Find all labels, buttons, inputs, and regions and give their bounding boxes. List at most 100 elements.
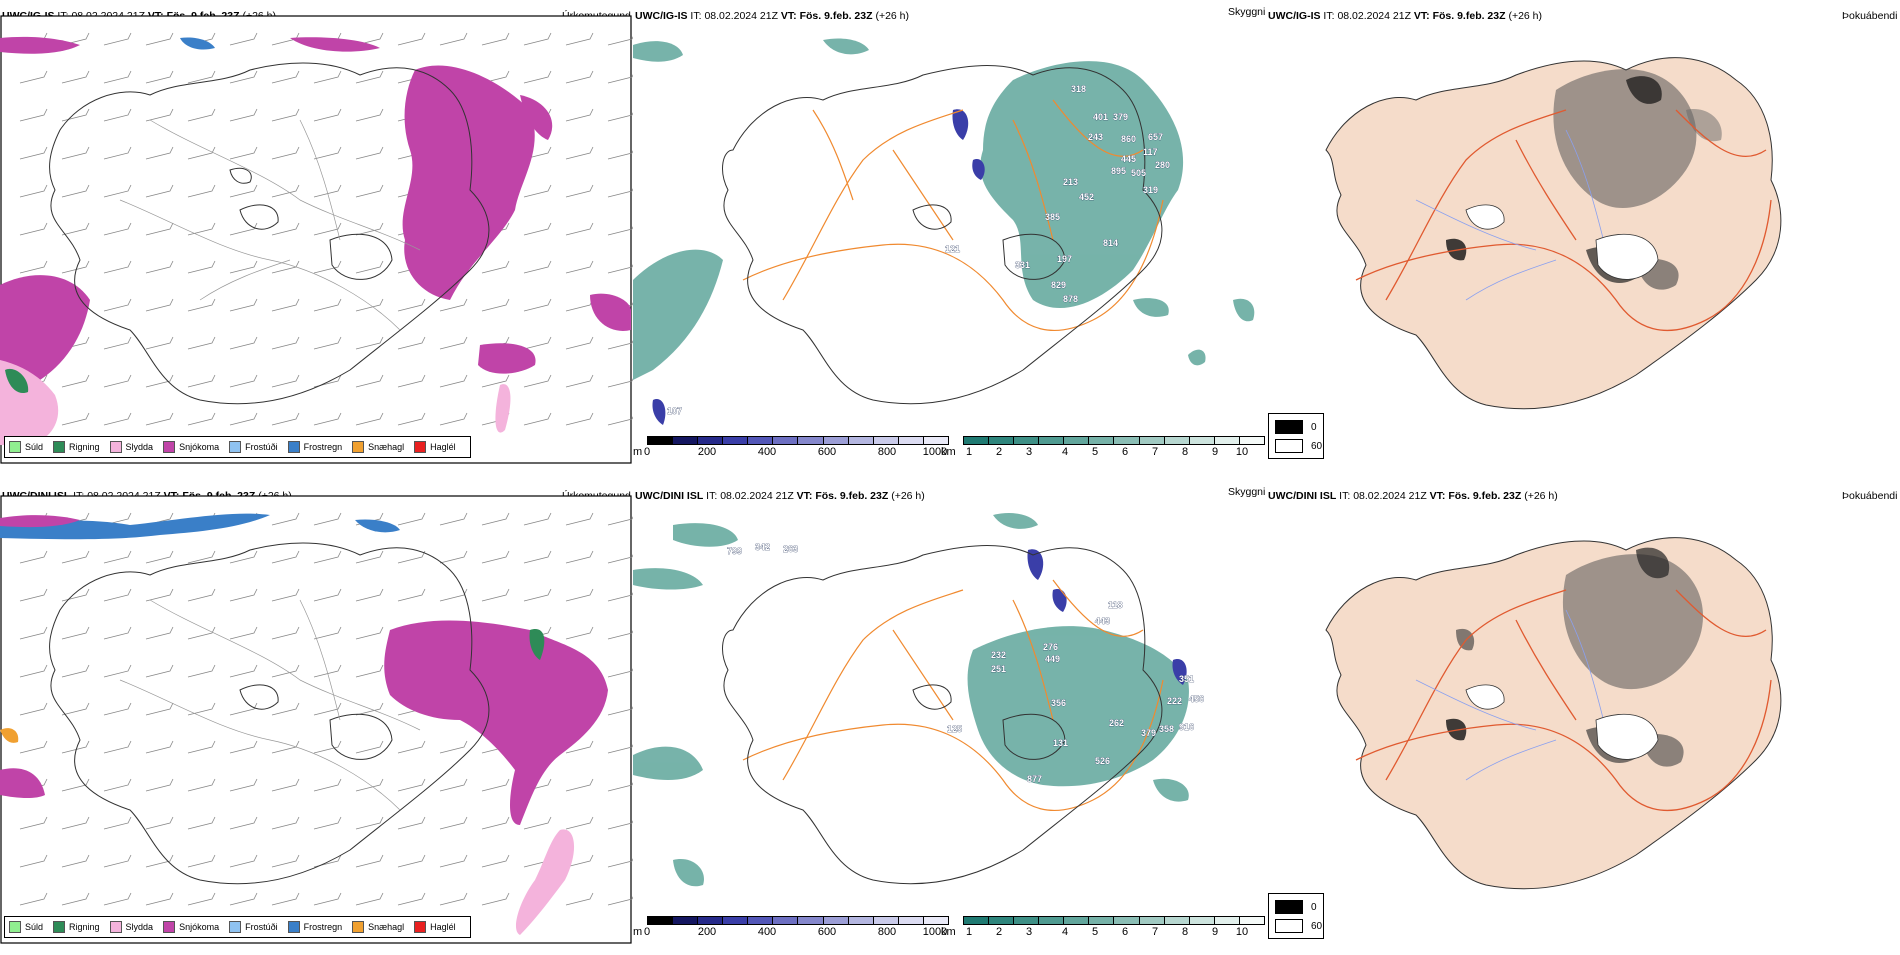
rivers [1415, 129, 1607, 301]
ceiling-label: 526 [1095, 756, 1110, 766]
ceiling-unit: m [633, 446, 643, 458]
variable-label: Skyggni [1228, 486, 1266, 498]
forecast-row-2: UWC/DINI ISL IT: 08.02.2024 21Z VT: Fös.… [0, 480, 1900, 955]
visibility-ticks: 1 2 3 4 5 6 7 8 9 10 [965, 926, 1249, 938]
legend-item: Slydda [109, 921, 153, 933]
ceiling-label: 860 [1121, 134, 1136, 144]
panel-title: UWC/DINI ISL IT: 08.02.2024 21Z VT: Fös.… [635, 490, 925, 502]
ceiling-colorbar [647, 916, 949, 925]
roads [1355, 589, 1772, 812]
iceland-land [1325, 57, 1782, 410]
roads [742, 99, 1164, 331]
legend-item: Frostregn [287, 441, 342, 453]
legend-item: Snæhagl [352, 921, 404, 933]
ceiling-visibility-map: 799 342 263 118 443 276 449 232 251 356 … [633, 513, 1205, 887]
visibility-colorbar [963, 436, 1265, 445]
ceiling-areas [1027, 549, 1187, 685]
panel-title: UWC/IG-IS IT: 08.02.2024 21Z VT: Fös. 9.… [1268, 10, 1543, 22]
precip-areas [0, 36, 631, 445]
visibility-unit: km [941, 446, 956, 458]
forecast-row-1: UWC/IG-IS IT: 08.02.2024 21Z VT: Fös. 9.… [0, 0, 1900, 475]
fog-legend: 0 60 [1268, 413, 1324, 459]
ceiling-label: 118 [1108, 600, 1123, 610]
visibility-areas [633, 38, 1255, 380]
ceiling-label: 351 [1179, 674, 1194, 684]
panel-title: UWC/IG-IS IT: 08.02.2024 21Z VT: Fös. 9.… [635, 10, 910, 22]
glaciers [1465, 204, 1659, 280]
legend-item: 60 [1275, 439, 1322, 453]
legend-item: Snæhagl [352, 441, 404, 453]
ceiling-label: 379 [1141, 728, 1156, 738]
ceiling-label: 342 [755, 542, 770, 552]
ceiling-label: 443 [1095, 616, 1110, 626]
ceiling-label: 814 [1103, 238, 1118, 248]
fog-indicator-panel: UWC/DINI ISL IT: 08.02.2024 21Z VT: Fös.… [1266, 480, 1900, 955]
legend-item: Snjókoma [163, 921, 219, 933]
precip-map [0, 495, 633, 944]
rivers [1415, 609, 1607, 781]
iceland-coastline [49, 62, 490, 405]
ceiling-label: 385 [1045, 212, 1060, 222]
ceiling-label: 117 [1143, 147, 1158, 157]
ceiling-label: 280 [1155, 160, 1170, 170]
ceiling-label: 213 [1063, 177, 1078, 187]
roads [742, 579, 1164, 811]
ceiling-label: 401 [1093, 112, 1108, 122]
legend-item: Haglél [414, 441, 456, 453]
ceiling-visibility-panel: UWC/IG-IS IT: 08.02.2024 21Z VT: Fös. 9.… [633, 0, 1266, 475]
fog-indicator-panel: UWC/IG-IS IT: 08.02.2024 21Z VT: Fös. 9.… [1266, 0, 1900, 475]
ceiling-label: 131 [1053, 738, 1068, 748]
legend-item: Frostúði [229, 441, 278, 453]
ceiling-label: 276 [1043, 642, 1058, 652]
fog-legend: 0 60 [1268, 893, 1324, 939]
ceiling-label: 262 [1109, 718, 1124, 728]
legend-item: Súld [9, 441, 43, 453]
fog-map [1325, 57, 1782, 410]
precip-map [0, 15, 633, 464]
precip-type-panel: UWC/IG-IS IT: 08.02.2024 21Z VT: Fös. 9.… [0, 0, 633, 475]
visibility-areas [633, 513, 1189, 887]
ceiling-label: 877 [1027, 774, 1042, 784]
ceiling-label: 505 [1131, 168, 1146, 178]
ceiling-label: 456 [1189, 694, 1204, 704]
roads [1355, 109, 1772, 332]
visibility-unit: km [941, 926, 956, 938]
legend-item: Rigning [53, 441, 100, 453]
variable-label: Þokuábendi [1842, 490, 1898, 502]
ceiling-label: 358 [1159, 724, 1174, 734]
visibility-ticks: 1 2 3 4 5 6 7 8 9 10 [965, 446, 1249, 458]
ceiling-label: 232 [991, 650, 1006, 660]
ceiling-label: 331 [1015, 260, 1030, 270]
visibility-colorbar [963, 916, 1265, 925]
ceiling-areas [652, 109, 985, 425]
glaciers [1465, 684, 1659, 760]
ceiling-ticks: 0 200 400 600 800 1000 [643, 446, 948, 458]
fog-map [1325, 537, 1782, 890]
ceiling-label: 125 [947, 724, 962, 734]
ceiling-label: 452 [1079, 192, 1094, 202]
legend-item: Frostúði [229, 921, 278, 933]
ceiling-labels: 799 342 263 118 443 276 449 232 251 356 … [727, 542, 1205, 785]
precip-type-panel: UWC/DINI ISL IT: 08.02.2024 21Z VT: Fös.… [0, 480, 633, 955]
legend-item: 0 [1275, 900, 1317, 914]
precip-areas [0, 513, 608, 935]
precip-type-legend: Súld Rigning Slydda Snjókoma Frostúði Fr… [4, 916, 471, 938]
wind-barbs [19, 32, 633, 426]
legend-item: Slydda [109, 441, 153, 453]
ceiling-label: 263 [783, 544, 798, 554]
ceiling-unit: m [633, 926, 643, 938]
ceiling-visibility-panel: UWC/DINI ISL IT: 08.02.2024 21Z VT: Fös.… [633, 480, 1266, 955]
variable-label: Þokuábendi [1842, 10, 1898, 22]
ceiling-label: 449 [1045, 654, 1060, 664]
ceiling-label: 222 [1167, 696, 1182, 706]
legend-item: Frostregn [287, 921, 342, 933]
ceiling-label: 379 [1113, 112, 1128, 122]
ceiling-label: 445 [1121, 154, 1136, 164]
ceiling-label: 243 [1088, 132, 1103, 142]
legend-item: 0 [1275, 420, 1317, 434]
ceiling-label: 657 [1148, 132, 1163, 142]
iceland-coastline [49, 542, 490, 885]
precip-type-legend: Súld Rigning Slydda Snjókoma Frostúði Fr… [4, 436, 471, 458]
ceiling-label: 251 [991, 664, 1006, 674]
iceland-land [1325, 537, 1782, 890]
